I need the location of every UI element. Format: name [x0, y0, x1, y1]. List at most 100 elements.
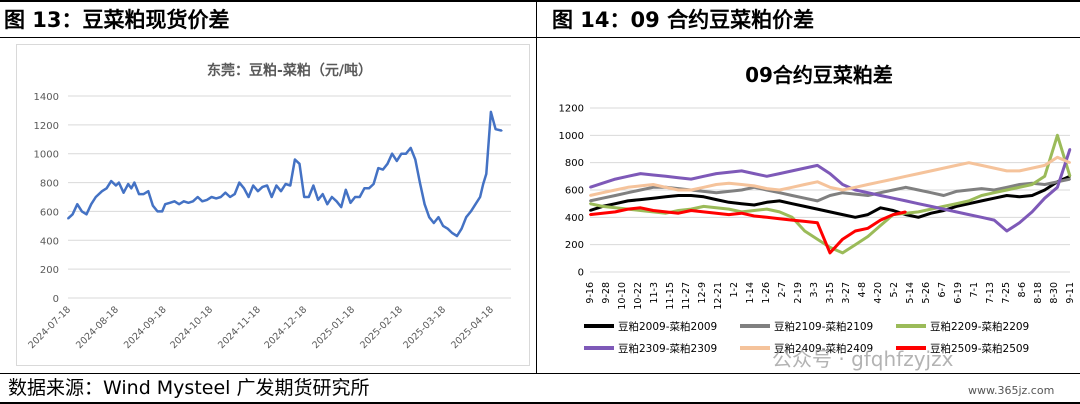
data-point [601, 205, 604, 208]
x-tick-label: 1-14 [745, 282, 756, 304]
data-point [690, 189, 693, 191]
data-point [816, 199, 819, 202]
data-point [904, 186, 907, 189]
y-tick-label: 0 [53, 294, 59, 305]
data-point [904, 175, 907, 178]
left-chart: 东莞：豆粕-菜粕（元/吨） 0 200 400 600 800 1000 1200 1400 20… [26, 62, 511, 351]
data-point [252, 184, 255, 187]
data-point [993, 191, 996, 194]
data-point [664, 175, 667, 178]
data-point [765, 208, 768, 211]
data-point [284, 183, 287, 185]
data-point [803, 205, 806, 208]
data-point [854, 243, 857, 246]
data-point [1069, 161, 1071, 164]
data-point [482, 183, 485, 185]
data-point [715, 191, 718, 194]
data-point [147, 190, 150, 193]
data-point [980, 194, 983, 197]
data-point [419, 181, 421, 184]
x-tick-label: 3-3 [809, 282, 820, 298]
data-point [238, 181, 241, 184]
data-point [715, 198, 718, 201]
x-tick-label: 9-16 [585, 282, 596, 304]
data-point [1069, 178, 1071, 181]
data-point [765, 175, 768, 178]
data-point [854, 216, 857, 219]
data-point [690, 178, 693, 181]
data-point [182, 200, 185, 203]
data-point [614, 202, 617, 205]
data-point [765, 187, 768, 190]
data-point [395, 160, 398, 162]
x-tick-label: 7-13 [985, 282, 996, 304]
data-point [955, 210, 958, 213]
data-point [753, 184, 756, 187]
right-figure-title: 图 14：09 合约豆菜粕价差 [536, 2, 1080, 38]
data-point [490, 110, 492, 113]
data-point [331, 196, 333, 198]
data-point [1005, 194, 1008, 197]
x-tick-label: 2025-02-18 [358, 304, 405, 351]
data-point [841, 189, 844, 191]
data-point [1056, 156, 1059, 159]
data-point [142, 193, 145, 196]
x-tick-label: 5-2 [889, 282, 900, 298]
data-point [942, 208, 945, 211]
data-point [485, 173, 488, 175]
data-point [256, 190, 259, 193]
data-point [753, 204, 756, 207]
data-point [1018, 195, 1021, 198]
data-point [428, 216, 431, 219]
data-point [715, 183, 718, 186]
data-point [122, 191, 125, 194]
data-point [816, 180, 819, 183]
data-point [206, 198, 208, 201]
y-tick-label: 1400 [34, 92, 59, 103]
data-point [289, 184, 292, 187]
data-point [381, 168, 384, 171]
data-point [451, 232, 454, 234]
data-point [652, 183, 655, 186]
data-point [1018, 183, 1021, 186]
data-point [980, 199, 983, 202]
data-point [639, 189, 642, 191]
x-tick-label: 9-28 [601, 282, 612, 304]
y-tick-label: 400 [40, 236, 59, 247]
data-point [879, 224, 882, 227]
data-point [980, 216, 983, 219]
data-point [841, 191, 844, 194]
data-point [1031, 194, 1034, 197]
series-line [67, 110, 502, 238]
data-point [816, 164, 819, 167]
data-point [904, 210, 907, 213]
data-point [101, 190, 103, 193]
data-point [778, 191, 781, 194]
data-point [879, 191, 882, 194]
data-point [866, 194, 869, 197]
data-point [326, 203, 329, 206]
top-rule [0, 0, 1080, 2]
data-point [791, 219, 794, 222]
data-point [114, 184, 117, 187]
data-point [173, 200, 176, 203]
data-point [791, 216, 794, 219]
data-point [1005, 189, 1008, 191]
data-point [955, 164, 958, 167]
x-tick-label: 2024-12-18 [262, 304, 309, 351]
data-point [677, 189, 680, 191]
data-point [168, 201, 171, 204]
data-point [816, 208, 819, 211]
data-point [196, 196, 199, 198]
data-point [405, 152, 407, 155]
data-point [740, 189, 743, 191]
data-point [829, 210, 831, 213]
data-point [740, 202, 743, 205]
x-tick-label: 10-10 [617, 282, 628, 310]
data-point [866, 235, 869, 238]
data-point [841, 213, 844, 216]
x-tick-label: 8-18 [1033, 282, 1044, 304]
x-tick-label: 7-1 [969, 282, 980, 298]
x-tick-label: 2024-11-18 [216, 304, 263, 351]
data-point [917, 210, 920, 213]
